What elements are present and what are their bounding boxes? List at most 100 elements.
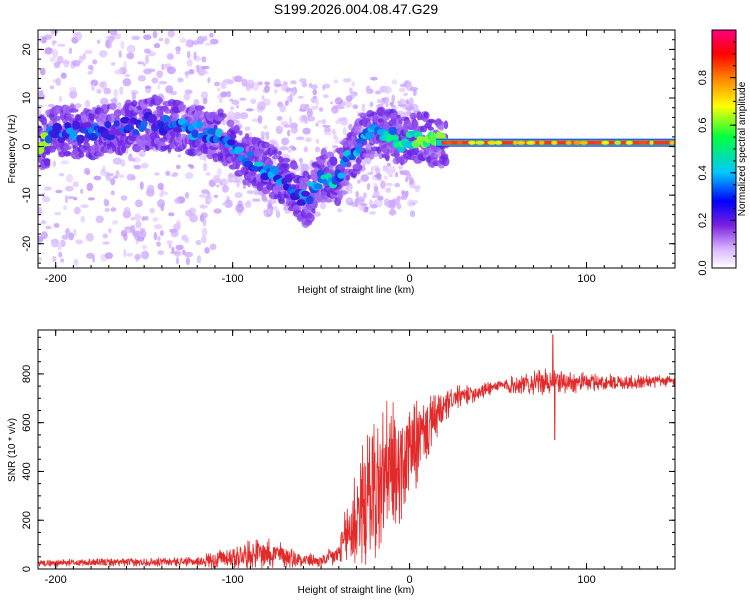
spectrogram-noise-blob [38,109,42,115]
spectrogram-noise-blob [84,49,93,54]
spectrogram-noise-blob [319,107,324,112]
spectrogram-noise-blob [61,234,69,240]
spectrogram-noise-blob [367,171,374,176]
y-tick-label: 400 [21,462,33,480]
spectrogram-noise-blob [120,195,128,201]
spectrogram-noise-blob [104,252,113,260]
spectrogram-ridge-blob [191,129,199,138]
spectrogram-noise-blob [100,97,109,106]
spectrogram-ridge-blob [161,114,170,123]
spectrogram-noise-blob [96,88,102,94]
spectrogram-x-label: Height of straight line (km) [298,285,415,296]
spectrogram-noise-blob [373,190,380,198]
spectrogram-noise-blob [85,233,94,242]
spectrogram-noise-blob [158,37,164,42]
spectrogram-noise-blob [287,146,293,153]
spectrogram-noise-blob [345,95,353,102]
spectrogram-noise-blob [57,43,66,47]
spectrogram-noise-blob [135,199,143,208]
spectrogram-noise-blob [185,172,194,180]
spectrogram-halo-blob [238,130,243,136]
spectrogram-noise-blob [74,103,82,109]
spectrogram-noise-blob [389,174,393,178]
spectrogram-noise-blob [250,98,257,104]
spectrogram-ridge-blob [104,121,112,129]
spectrogram-noise-blob [65,228,70,236]
spectrogram-ridge-blob [301,190,310,197]
spectrogram-noise-blob [241,78,248,87]
spectrogram-noise-blob [316,120,325,124]
spectrogram-noise-blob [156,70,164,78]
spectrogram-noise-blob [177,77,184,83]
spectrogram-noise-blob [377,195,384,201]
spectrogram-noise-blob [110,207,117,212]
tone-band-blob [538,140,545,145]
spectrogram-noise-blob [123,206,131,216]
spectrogram-ridge-blob [140,119,148,128]
spectrogram-noise-blob [291,147,297,151]
spectrogram-noise-blob [385,182,393,186]
spectrogram-noise-blob [141,216,146,222]
spectrogram-ridge-blob [76,134,85,144]
spectrogram-halo-blob [442,156,450,167]
spectrogram-noise-blob [104,207,110,212]
tone-band-blob [594,140,601,145]
spectrogram-noise-blob [72,59,81,67]
spectrogram-noise-blob [288,116,293,125]
spectrogram-halo-blob [96,151,105,157]
spectrogram-noise-blob [354,199,360,208]
spectrogram-noise-blob [82,53,87,60]
y-tick-label: 0 [21,144,33,150]
y-tick-label: -20 [21,236,33,252]
spectrogram-noise-blob [385,187,392,194]
spectrogram-halo-blob [273,193,278,200]
spectrogram-noise-blob [217,87,221,92]
spectrogram-noise-blob [40,67,46,76]
spectrogram-noise-blob [205,172,211,176]
spectrogram-noise-blob [185,39,194,48]
y-tick-label: 0 [21,566,33,572]
spectrogram-noise-blob [177,154,182,158]
spectrogram-halo-blob [278,198,285,205]
spectrogram-noise-blob [145,54,149,64]
spectrogram-noise-blob [315,98,319,106]
spectrogram-noise-blob [189,164,195,169]
spectrogram-noise-blob [228,172,234,178]
spectrogram-noise-blob [234,75,243,83]
spectrogram-noise-blob [402,170,411,176]
spectrogram-noise-blob [312,95,318,99]
spectrogram-noise-blob [102,241,110,245]
spectrogram-noise-blob [143,48,151,54]
spectrogram-noise-blob [179,37,187,44]
spectrogram-noise-blob [381,97,386,102]
spectrogram-ridge-blob [148,114,157,123]
spectrogram-noise-blob [369,199,373,207]
spectrogram-noise-blob [196,64,200,73]
spectrogram-noise-blob [296,136,305,141]
spectrogram-halo-blob [56,115,61,121]
spectrogram-halo-blob [427,126,434,131]
spectrogram-noise-blob [175,164,181,170]
spectrogram-noise-blob [204,247,210,254]
spectrogram-halo-blob [108,102,117,110]
spectrogram-noise-blob [281,137,290,146]
spectrogram-noise-blob [195,239,202,246]
spectrogram-noise-blob [55,77,62,87]
spectrogram-halo-blob [64,145,72,151]
spectrogram-noise-blob [358,205,365,211]
spectrogram-halo-blob [131,100,138,107]
tone-band-blob [625,140,633,145]
spectrogram-noise-blob [69,90,78,99]
y-tick-label: 10 [21,92,33,104]
spectrogram-noise-blob [184,251,194,258]
spectrogram-noise-blob [257,115,263,124]
spectrogram-noise-blob [322,85,326,91]
spectrogram-noise-blob [40,231,48,240]
spectrogram-noise-blob [197,35,205,45]
spectrogram-noise-blob [362,158,367,167]
spectrogram-noise-blob [323,131,332,136]
spectrogram-noise-blob [153,42,161,49]
spectrogram-noise-blob [68,232,75,241]
tone-band-blob [475,140,485,145]
tone-band-blob [649,140,654,145]
